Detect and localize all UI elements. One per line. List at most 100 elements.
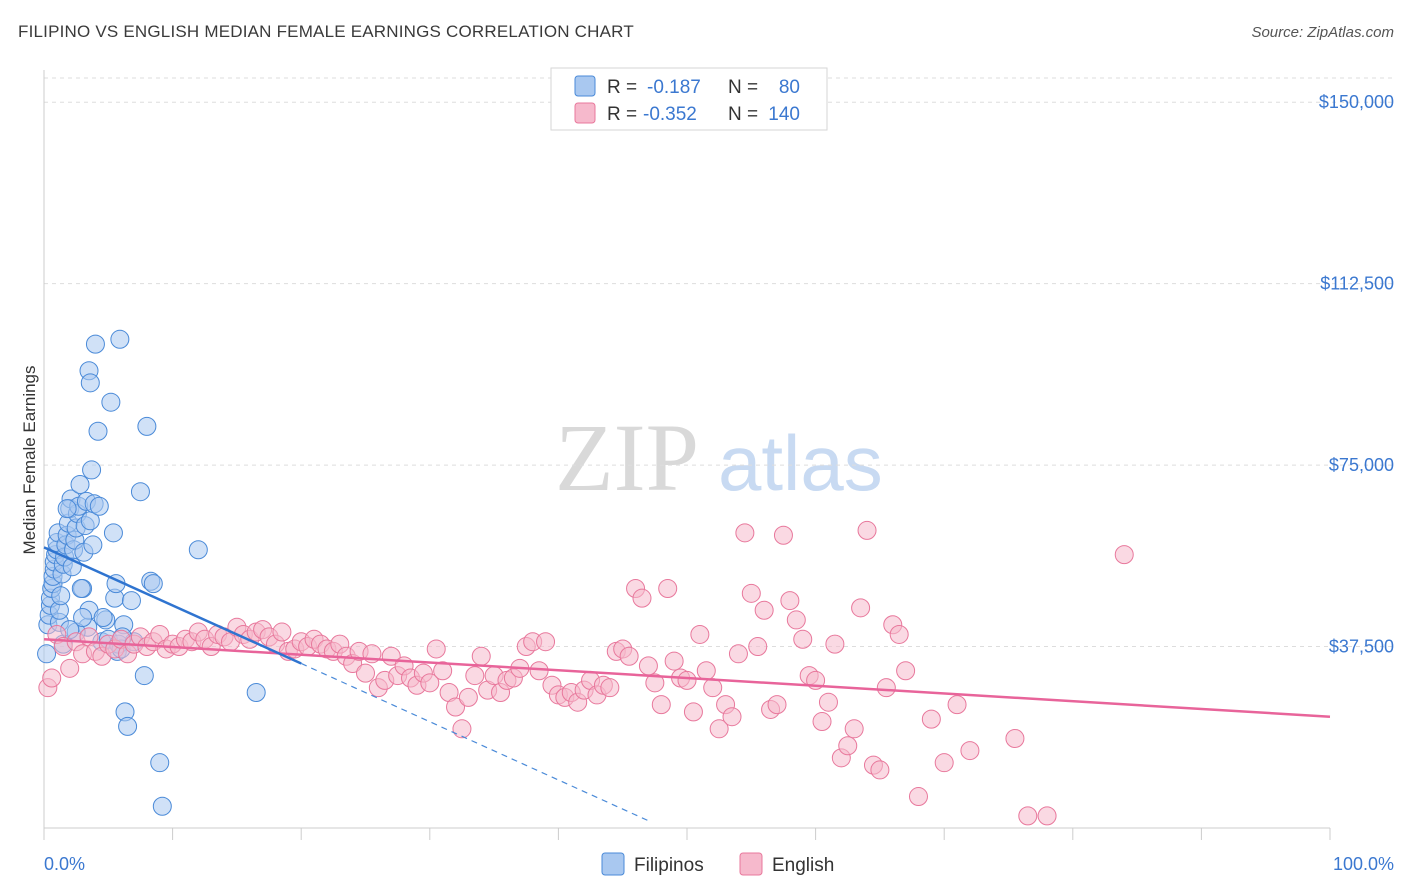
- english-point: [645, 673, 665, 693]
- filipino-point: [51, 586, 71, 606]
- legend-r-value-filipinos: -0.187: [647, 77, 701, 98]
- english-point: [420, 673, 440, 693]
- legend-r-value-english: -0.352: [643, 104, 697, 125]
- filipino-point: [57, 499, 77, 519]
- english-point: [748, 637, 768, 657]
- english-point: [60, 658, 80, 678]
- bottom-legend: Filipinos English: [601, 852, 834, 876]
- english-point: [1114, 545, 1134, 565]
- trend-line-filipinos-extension: [300, 662, 649, 822]
- english-point: [722, 707, 742, 727]
- y-tick-label: $37,500: [1329, 637, 1394, 657]
- watermark-atlas: atlas: [718, 419, 883, 507]
- legend-n-value-filipinos: 80: [779, 77, 800, 98]
- bottom-legend-swatch-filipinos: [601, 852, 625, 876]
- english-point: [754, 600, 774, 620]
- legend-r-label-filipinos: R =: [607, 77, 637, 98]
- bottom-legend-label-filipinos: Filipinos: [634, 855, 704, 876]
- grid-lines: [44, 77, 1394, 648]
- english-point: [960, 741, 980, 761]
- series-filipinos-points: [37, 329, 266, 816]
- y-tick-label: $75,000: [1329, 455, 1394, 475]
- filipino-point: [80, 373, 100, 393]
- english-point: [870, 760, 890, 780]
- english-point: [773, 525, 793, 545]
- english-point: [600, 678, 620, 698]
- filipino-point: [137, 416, 157, 436]
- english-point: [632, 588, 652, 608]
- english-point: [786, 610, 806, 630]
- filipino-point: [82, 460, 102, 480]
- trend-line-english: [43, 638, 1331, 718]
- x-axis-ticks: [43, 828, 1331, 840]
- bottom-legend-label-english: English: [772, 855, 834, 876]
- english-point: [844, 719, 864, 739]
- filipino-point: [37, 644, 57, 664]
- english-point: [446, 697, 466, 717]
- y-axis-labels: $37,500 $75,000 $112,500 $150,000: [1319, 92, 1394, 656]
- filipino-point: [70, 474, 90, 494]
- english-point: [690, 624, 710, 644]
- legend-n-label-filipinos: N =: [728, 77, 758, 98]
- english-point: [857, 520, 877, 540]
- y-tick-label: $112,500: [1320, 274, 1394, 294]
- filipino-point: [83, 535, 103, 555]
- english-point: [889, 624, 909, 644]
- y-axis-title: Median Female Earnings: [20, 366, 39, 555]
- english-point: [896, 661, 916, 681]
- english-point: [677, 670, 697, 690]
- filipino-point: [121, 591, 141, 611]
- x-tick-label-min: 0.0%: [44, 854, 85, 874]
- filipino-point: [93, 608, 113, 628]
- english-point: [934, 753, 954, 773]
- filipino-point: [101, 392, 121, 412]
- filipino-point: [71, 578, 91, 598]
- english-point: [1037, 806, 1057, 826]
- filipino-point: [130, 482, 150, 502]
- filipino-point: [85, 334, 105, 354]
- filipino-point: [103, 523, 123, 543]
- legend-n-label-english: N =: [728, 104, 758, 125]
- english-point: [658, 578, 678, 598]
- watermark-zip: ZIP: [555, 404, 699, 511]
- bottom-legend-swatch-english: [739, 852, 763, 876]
- filipino-point: [73, 608, 93, 628]
- english-point: [458, 687, 478, 707]
- y-tick-label: $150,000: [1319, 92, 1394, 112]
- legend-swatch-english: [574, 102, 596, 124]
- legend-swatch-filipinos: [574, 75, 596, 97]
- english-point: [619, 646, 639, 666]
- filipino-point: [89, 496, 109, 516]
- english-point: [471, 646, 491, 666]
- english-point: [465, 666, 485, 686]
- english-point: [42, 668, 62, 688]
- filipino-point: [150, 753, 170, 773]
- english-point: [735, 523, 755, 543]
- english-point: [728, 644, 748, 664]
- english-point: [709, 719, 729, 739]
- chart-source: Source: ZipAtlas.com: [1251, 24, 1394, 41]
- english-point: [651, 695, 671, 715]
- english-point: [1018, 806, 1038, 826]
- english-point: [529, 661, 549, 681]
- english-point: [825, 634, 845, 654]
- english-point: [947, 695, 967, 715]
- filipino-point: [143, 574, 163, 594]
- legend-r-label-english: R =: [607, 104, 637, 125]
- english-point: [433, 661, 453, 681]
- english-point: [356, 663, 375, 683]
- filipino-point: [188, 540, 208, 560]
- chart-title: FILIPINO VS ENGLISH MEDIAN FEMALE EARNIN…: [18, 22, 634, 41]
- english-point: [1005, 728, 1025, 748]
- english-point: [851, 598, 871, 618]
- english-point: [452, 719, 472, 739]
- english-point: [838, 736, 858, 756]
- english-point: [780, 591, 800, 611]
- legend-box: R = -0.187 N = 80 R = -0.352 N = 140: [550, 67, 828, 131]
- english-point: [272, 622, 292, 642]
- english-point: [818, 692, 838, 712]
- english-point: [921, 709, 941, 729]
- filipino-point: [246, 683, 266, 703]
- english-point: [703, 678, 723, 698]
- english-point: [793, 629, 813, 649]
